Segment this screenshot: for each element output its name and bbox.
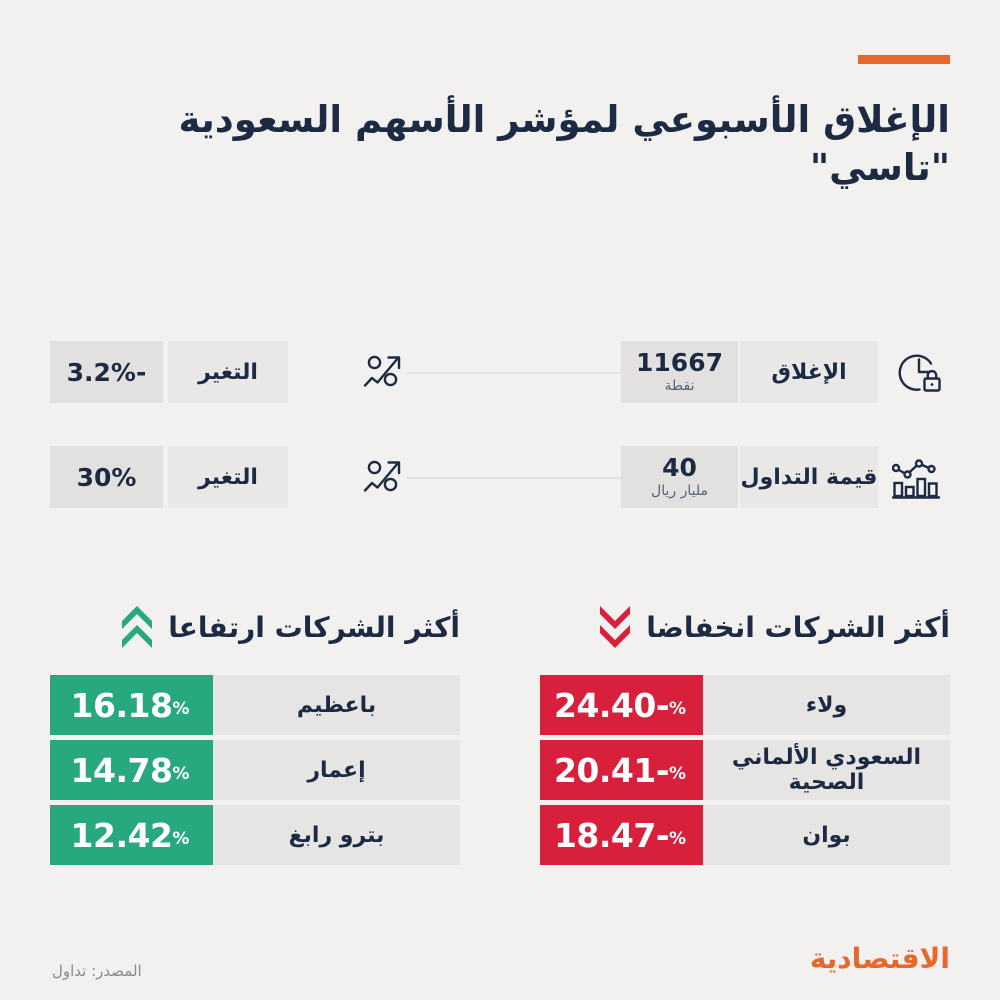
company-name: بوان (703, 805, 950, 865)
change-percent-value: -20.41 (553, 750, 670, 790)
metric-change-label-closing: التغير (168, 341, 288, 403)
double-chevron-down-icon (598, 604, 632, 650)
percent-symbol: % (172, 764, 190, 784)
section-heading-text: أكثر الشركات انخفاضا (646, 610, 950, 644)
percent-symbol: % (669, 829, 687, 849)
change-percent-value: 14.78 (70, 750, 173, 790)
change-percent-badge: % 16.18 (50, 675, 213, 735)
change-percent-value: -18.47 (553, 815, 670, 855)
metric-value-closing: 11667 نقطة (621, 341, 738, 403)
percent-symbol: % (669, 699, 687, 719)
percent-symbol: % (172, 699, 190, 719)
company-name: ولاء (703, 675, 950, 735)
section-header-gainers: أكثر الشركات ارتفاعا (120, 601, 460, 653)
metric-row-closing: الإغلاق 11667 نقطة التغير -3.2% (50, 341, 950, 403)
metric-change-label-trading-value: التغير (168, 446, 288, 508)
metric-unit-text: نقطة (664, 377, 695, 394)
table-row[interactable]: بوان % -18.47 (540, 805, 950, 865)
company-name: السعودي الألماني الصحية (703, 740, 950, 800)
percent-symbol: % (172, 829, 190, 849)
publisher-logo: الاقتصادية (809, 942, 951, 975)
metric-change-value-closing: -3.2% (50, 341, 163, 403)
change-percent-badge: % 12.42 (50, 805, 213, 865)
company-name: باعظيم (213, 675, 460, 735)
metric-unit-text: مليار ريال (651, 482, 708, 499)
percent-symbol: % (669, 764, 687, 784)
section-heading-text: أكثر الشركات ارتفاعا (168, 610, 460, 644)
connector-line (407, 372, 672, 374)
table-losers: ولاء % -24.40 السعودي الألماني الصحية % … (540, 675, 950, 870)
metric-label-trading-value: قيمة التداول (740, 446, 878, 508)
table-row[interactable]: باعظيم % 16.18 (50, 675, 460, 735)
table-row[interactable]: إعمار % 14.78 (50, 740, 460, 800)
change-percent-badge: % -20.41 (540, 740, 703, 800)
table-gainers: باعظيم % 16.18 إعمار % 14.78 بترو رابغ %… (50, 675, 460, 870)
change-percent-badge: % -18.47 (540, 805, 703, 865)
double-chevron-up-icon (120, 604, 154, 650)
connector-line (407, 477, 672, 479)
page-title: الإغلاق الأسبوعي لمؤشر الأسهم السعودية "… (178, 98, 950, 190)
metric-label-text: قيمة التداول (740, 464, 878, 490)
metric-change-value-trading-value: 30% (50, 446, 163, 508)
table-row[interactable]: ولاء % -24.40 (540, 675, 950, 735)
percent-trend-up-icon (356, 446, 410, 508)
metric-change-label-text: التغير (198, 359, 258, 385)
change-percent-badge: % 14.78 (50, 740, 213, 800)
accent-bar (858, 55, 950, 64)
metric-value-trading-value: 40 مليار ريال (621, 446, 738, 508)
metric-label-closing: الإغلاق (740, 341, 878, 403)
metric-row-trading-value: قيمة التداول 40 مليار ريال التغير 30% (50, 446, 950, 508)
metric-value-text: 11667 (636, 348, 723, 378)
table-row[interactable]: بترو رابغ % 12.42 (50, 805, 460, 865)
change-percent-value: 12.42 (70, 815, 173, 855)
metric-label-text: الإغلاق (771, 359, 847, 385)
section-header-losers: أكثر الشركات انخفاضا (598, 601, 950, 653)
change-percent-value: -24.40 (553, 685, 670, 725)
metric-change-value-text: -3.2% (66, 357, 147, 387)
metric-value-text: 40 (662, 453, 697, 483)
company-name: بترو رابغ (213, 805, 460, 865)
table-row[interactable]: السعودي الألماني الصحية % -20.41 (540, 740, 950, 800)
metric-change-value-text: 30% (76, 462, 137, 492)
metric-change-label-text: التغير (198, 464, 258, 490)
change-percent-value: 16.18 (70, 685, 173, 725)
company-name: إعمار (213, 740, 460, 800)
percent-trend-up-icon (356, 341, 410, 403)
source-note: المصدر: تداول (52, 962, 142, 980)
clock-lock-icon (888, 341, 950, 403)
change-percent-badge: % -24.40 (540, 675, 703, 735)
bar-chart-line-icon (888, 446, 950, 508)
